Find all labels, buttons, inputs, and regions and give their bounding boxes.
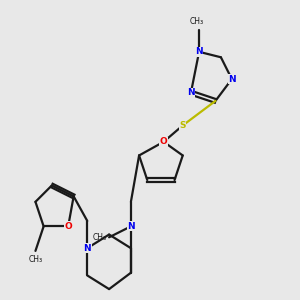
Text: N: N — [228, 75, 236, 84]
Text: N: N — [195, 47, 203, 56]
Text: S: S — [179, 121, 186, 130]
Text: CH₃: CH₃ — [92, 233, 106, 242]
Text: O: O — [160, 137, 167, 146]
Text: N: N — [127, 222, 135, 231]
Text: N: N — [187, 88, 195, 97]
Text: O: O — [64, 222, 72, 231]
Text: CH₃: CH₃ — [28, 255, 43, 264]
Text: N: N — [83, 244, 91, 253]
Text: CH₃: CH₃ — [189, 17, 203, 26]
